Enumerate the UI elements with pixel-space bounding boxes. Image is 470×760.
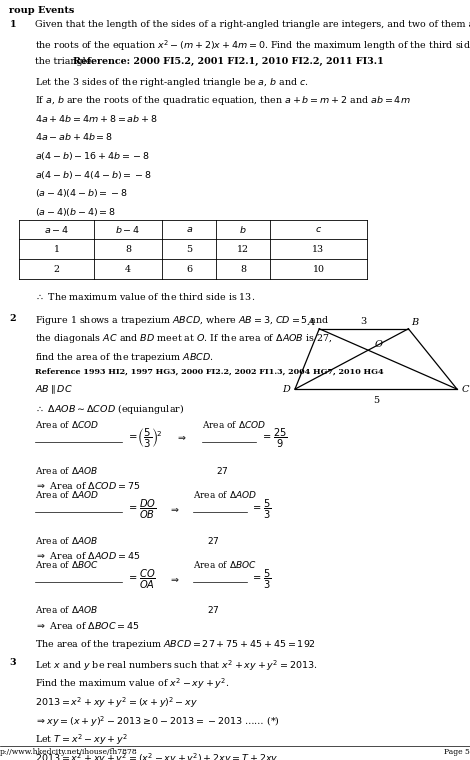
Text: D: D [282,385,290,394]
Text: $27$: $27$ [216,464,229,476]
Text: $\Rightarrow$ Area of $\Delta BOC=45$: $\Rightarrow$ Area of $\Delta BOC=45$ [35,619,140,631]
Text: If $a$, $b$ are the roots of the quadratic equation, then $a+b=m+2$ and $ab=4m$: If $a$, $b$ are the roots of the quadrat… [35,94,411,107]
Text: 13: 13 [313,245,324,254]
Text: 1: 1 [9,20,16,29]
Text: 10: 10 [313,264,324,274]
Text: $2013=x^2+xy+y^2=(x^2-xy+y^2)+2xy=T+2xy$: $2013=x^2+xy+y^2=(x^2-xy+y^2)+2xy=T+2xy$ [35,751,279,760]
Text: $AB\parallel DC$: $AB\parallel DC$ [35,384,73,397]
Text: A: A [307,318,314,328]
Text: $\Rightarrow$: $\Rightarrow$ [169,575,180,584]
Text: Area of $\Delta AOB$: Area of $\Delta AOB$ [35,464,98,476]
Text: 3: 3 [360,317,367,326]
Text: 1: 1 [54,245,59,254]
Text: p://www.hkedcity.net/ihouse/fh7878: p://www.hkedcity.net/ihouse/fh7878 [0,748,138,756]
Text: $b-4$: $b-4$ [116,224,141,235]
Text: $4a+4b=4m+8=ab+8$: $4a+4b=4m+8=ab+8$ [35,112,158,124]
Text: $=\dfrac{5}{3}$: $=\dfrac{5}{3}$ [251,568,272,591]
Text: 3: 3 [9,658,16,667]
Text: B: B [412,318,419,328]
Text: $\therefore$ The maximum value of the third side is 13.: $\therefore$ The maximum value of the th… [35,291,255,302]
Text: Let the 3 sides of the right-angled triangle be $a$, $b$ and $c$.: Let the 3 sides of the right-angled tria… [35,75,309,89]
Text: Area of $\Delta BOC$: Area of $\Delta BOC$ [35,559,99,570]
Text: 5: 5 [186,245,192,254]
Text: $\Rightarrow$ Area of $\Delta COD=75$: $\Rightarrow$ Area of $\Delta COD=75$ [35,480,141,491]
Text: $\Rightarrow$ Area of $\Delta AOD=45$: $\Rightarrow$ Area of $\Delta AOD=45$ [35,549,141,561]
Text: $\Rightarrow$: $\Rightarrow$ [176,433,188,442]
Text: the roots of the equation $x^2-(m+2)x+4m=0$. Find the maximum length of the thir: the roots of the equation $x^2-(m+2)x+4m… [35,38,470,53]
Text: 8: 8 [240,264,246,274]
Text: $=\dfrac{25}{9}$: $=\dfrac{25}{9}$ [261,426,288,450]
Text: Let $T=x^2-xy+y^2$: Let $T=x^2-xy+y^2$ [35,733,128,747]
Text: $a$: $a$ [186,225,193,234]
Text: roup Events: roup Events [9,6,75,15]
Text: $=\!\left(\dfrac{5}{3}\right)^{\!2}$: $=\!\left(\dfrac{5}{3}\right)^{\!2}$ [127,426,163,450]
Text: $a(4-b)-16+4b=-8$: $a(4-b)-16+4b=-8$ [35,150,150,162]
Text: 2: 2 [54,264,59,274]
Text: $(a-4)(b-4)=8$: $(a-4)(b-4)=8$ [35,206,117,218]
Text: $c$: $c$ [315,225,322,234]
Text: $=\dfrac{CO}{OA}$: $=\dfrac{CO}{OA}$ [127,568,156,591]
Text: Let $x$ and $y$ be real numbers such that $x^2+xy+y^2=2013$.: Let $x$ and $y$ be real numbers such tha… [35,658,318,673]
Text: Area of $\Delta AOD$: Area of $\Delta AOD$ [35,489,99,500]
Text: C: C [462,385,470,394]
Text: Given that the length of the sides of a right-angled triangle are integers, and : Given that the length of the sides of a … [35,20,470,29]
Text: Reference: 2000 FI5.2, 2001 FI2.1, 2010 FI2.2, 2011 FI3.1: Reference: 2000 FI5.2, 2001 FI2.1, 2010 … [73,57,384,66]
Text: Page 5: Page 5 [444,748,470,756]
Text: 2: 2 [9,314,16,323]
Text: the triangle.: the triangle. [35,57,98,66]
Text: 4: 4 [125,264,131,274]
Text: Find the maximum value of $x^2-xy+y^2$.: Find the maximum value of $x^2-xy+y^2$. [35,676,230,692]
Text: 6: 6 [186,264,192,274]
Text: Area of $\Delta AOB$: Area of $\Delta AOB$ [35,604,98,616]
Text: $27$: $27$ [207,534,219,546]
Text: Area of $\Delta COD$: Area of $\Delta COD$ [202,419,266,430]
Text: 8: 8 [125,245,131,254]
Text: $(a-4)(4-b)=-8$: $(a-4)(4-b)=-8$ [35,187,128,199]
Text: find the area of the trapezium $ABCD$.: find the area of the trapezium $ABCD$. [35,351,214,364]
Text: Area of $\Delta BOC$: Area of $\Delta BOC$ [193,559,256,570]
Text: Area of $\Delta AOD$: Area of $\Delta AOD$ [193,489,257,500]
Text: $a-4$: $a-4$ [44,224,69,235]
Text: Reference 1993 HI2, 1997 HG3, 2000 FI2.2, 2002 FI1.3, 2004 HG7, 2010 HG4: Reference 1993 HI2, 1997 HG3, 2000 FI2.2… [35,368,384,376]
Text: 5: 5 [373,396,379,405]
Text: The area of the trapezium $ABCD=27+75+45+45=192$: The area of the trapezium $ABCD=27+75+45… [35,638,316,651]
Text: Area of $\Delta COD$: Area of $\Delta COD$ [35,419,99,430]
Text: 12: 12 [237,245,249,254]
Text: $\Rightarrow xy=(x+y)^2-2013\geq0-2013=-2013$ …… (*): $\Rightarrow xy=(x+y)^2-2013\geq0-2013=-… [35,714,280,729]
Text: Area of $\Delta AOB$: Area of $\Delta AOB$ [35,534,98,546]
Text: $27$: $27$ [207,604,219,616]
Text: $\Rightarrow$: $\Rightarrow$ [169,505,180,514]
Text: $2013=x^2+xy+y^2=(x+y)^2-xy$: $2013=x^2+xy+y^2=(x+y)^2-xy$ [35,695,198,710]
Text: O: O [375,340,383,349]
Text: $=\dfrac{5}{3}$: $=\dfrac{5}{3}$ [251,498,272,521]
Text: $4a-ab+4b=8$: $4a-ab+4b=8$ [35,131,113,142]
Text: $=\dfrac{DO}{OB}$: $=\dfrac{DO}{OB}$ [127,498,157,521]
Text: Figure 1 shows a trapezium $ABCD$, where $AB=3$, $CD=5$ and: Figure 1 shows a trapezium $ABCD$, where… [35,314,330,327]
Text: $a(4-b)-4(4-b)=-8$: $a(4-b)-4(4-b)=-8$ [35,169,152,181]
Text: $\therefore\ \Delta AOB\sim\Delta COD$ (equiangular): $\therefore\ \Delta AOB\sim\Delta COD$ (… [35,402,184,416]
Text: $b$: $b$ [239,224,247,235]
Text: the diagonals $AC$ and $BD$ meet at $O$. If the area of $\Delta AOB$ is 27,: the diagonals $AC$ and $BD$ meet at $O$.… [35,332,333,346]
